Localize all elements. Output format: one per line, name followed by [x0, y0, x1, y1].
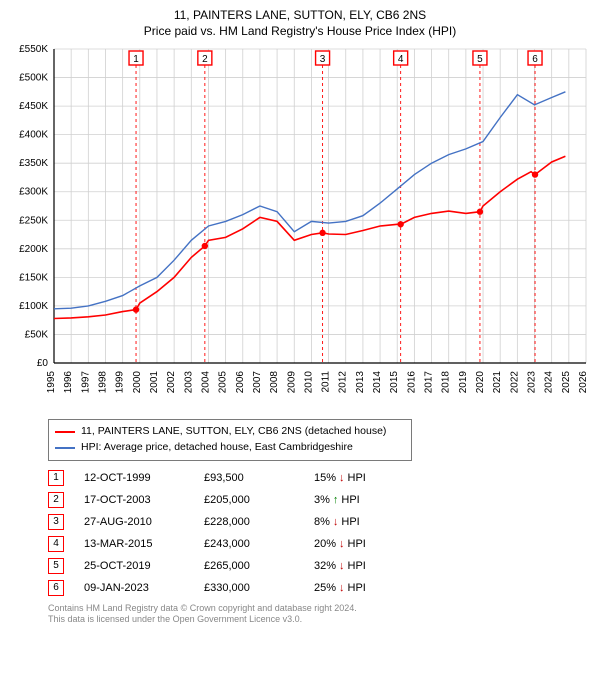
svg-text:2003: 2003 [183, 371, 194, 394]
svg-text:1996: 1996 [63, 371, 74, 394]
table-row: 3 27-AUG-2010£228,0008%↓HPI [48, 511, 592, 533]
svg-text:2007: 2007 [252, 371, 263, 394]
svg-text:2004: 2004 [200, 371, 211, 394]
svg-text:£500K: £500K [19, 73, 48, 84]
sale-date: 27-AUG-2010 [84, 516, 204, 528]
svg-text:6: 6 [532, 54, 538, 65]
svg-text:2021: 2021 [492, 371, 503, 394]
svg-text:2012: 2012 [338, 371, 349, 394]
arrow-down-icon: ↓ [339, 582, 345, 594]
sale-marker-icon: 4 [48, 536, 64, 552]
svg-text:2015: 2015 [389, 371, 400, 394]
footer-text: Contains HM Land Registry data © Crown c… [48, 603, 592, 626]
svg-text:£100K: £100K [19, 301, 48, 312]
sale-marker-icon: 2 [48, 492, 64, 508]
svg-text:2016: 2016 [406, 371, 417, 394]
legend-swatch-blue [55, 447, 75, 449]
svg-text:2017: 2017 [424, 371, 435, 394]
svg-text:£50K: £50K [25, 330, 49, 341]
svg-text:1997: 1997 [80, 371, 91, 394]
svg-text:2010: 2010 [303, 371, 314, 394]
svg-text:£550K: £550K [19, 44, 48, 55]
footer-line1: Contains HM Land Registry data © Crown c… [48, 603, 592, 615]
price-chart: £0 £50K £100K £150K £200K £250K £300K £350K £400… [8, 43, 592, 413]
svg-text:1998: 1998 [97, 371, 108, 394]
svg-text:2024: 2024 [544, 371, 555, 394]
sale-marker-icon: 6 [48, 580, 64, 596]
svg-text:£400K: £400K [19, 130, 48, 141]
sale-pct: 3%↑HPI [314, 494, 434, 506]
footer-line2: This data is licensed under the Open Gov… [48, 614, 592, 626]
legend-swatch-red [55, 431, 75, 433]
svg-text:2013: 2013 [355, 371, 366, 394]
sale-price: £243,000 [204, 538, 314, 550]
arrow-up-icon: ↑ [333, 494, 339, 506]
table-row: 5 25-OCT-2019£265,00032%↓HPI [48, 555, 592, 577]
svg-text:2023: 2023 [527, 371, 538, 394]
sale-pct: 32%↓HPI [314, 560, 434, 572]
arrow-down-icon: ↓ [339, 472, 345, 484]
svg-text:£350K: £350K [19, 158, 48, 169]
chart-legend: 11, PAINTERS LANE, SUTTON, ELY, CB6 2NS … [48, 419, 412, 461]
sale-date: 09-JAN-2023 [84, 582, 204, 594]
svg-text:2005: 2005 [218, 371, 229, 394]
svg-text:3: 3 [320, 54, 326, 65]
sale-marker-icon: 1 [48, 470, 64, 486]
svg-text:2009: 2009 [286, 371, 297, 394]
svg-text:1999: 1999 [115, 371, 126, 394]
svg-text:£250K: £250K [19, 215, 48, 226]
svg-text:1: 1 [133, 54, 139, 65]
sale-price: £330,000 [204, 582, 314, 594]
legend-label-series1: 11, PAINTERS LANE, SUTTON, ELY, CB6 2NS … [81, 424, 386, 440]
sale-date: 17-OCT-2003 [84, 494, 204, 506]
sale-price: £265,000 [204, 560, 314, 572]
svg-text:£200K: £200K [19, 244, 48, 255]
svg-text:2006: 2006 [235, 371, 246, 394]
sale-price: £205,000 [204, 494, 314, 506]
svg-text:2020: 2020 [475, 371, 486, 394]
svg-text:2026: 2026 [578, 371, 589, 394]
svg-text:£300K: £300K [19, 187, 48, 198]
table-row: 6 09-JAN-2023£330,00025%↓HPI [48, 577, 592, 599]
svg-text:5: 5 [477, 54, 483, 65]
svg-text:2019: 2019 [458, 371, 469, 394]
page-title-line1: 11, PAINTERS LANE, SUTTON, ELY, CB6 2NS [8, 8, 592, 24]
legend-label-series2: HPI: Average price, detached house, East… [81, 440, 353, 456]
svg-text:2008: 2008 [269, 371, 280, 394]
svg-text:£450K: £450K [19, 101, 48, 112]
arrow-down-icon: ↓ [333, 516, 339, 528]
svg-text:£150K: £150K [19, 273, 48, 284]
page-title-line2: Price paid vs. HM Land Registry's House … [8, 24, 592, 40]
sale-pct: 25%↓HPI [314, 582, 434, 594]
sale-date: 25-OCT-2019 [84, 560, 204, 572]
table-row: 4 13-MAR-2015£243,00020%↓HPI [48, 533, 592, 555]
svg-text:2018: 2018 [441, 371, 452, 394]
svg-text:2011: 2011 [321, 371, 332, 393]
svg-text:2014: 2014 [372, 371, 383, 394]
svg-text:2022: 2022 [509, 371, 520, 394]
svg-text:2002: 2002 [166, 371, 177, 394]
svg-text:£0: £0 [37, 358, 49, 369]
table-row: 2 17-OCT-2003£205,0003%↑HPI [48, 489, 592, 511]
svg-text:1995: 1995 [46, 371, 57, 394]
svg-text:2: 2 [202, 54, 208, 65]
sale-marker-icon: 3 [48, 514, 64, 530]
sale-marker-icon: 5 [48, 558, 64, 574]
sale-pct: 15%↓HPI [314, 472, 434, 484]
sale-pct: 8%↓HPI [314, 516, 434, 528]
sales-table: 112-OCT-1999£93,50015%↓HPI217-OCT-2003£2… [48, 467, 592, 599]
arrow-down-icon: ↓ [339, 560, 345, 572]
sale-date: 13-MAR-2015 [84, 538, 204, 550]
svg-text:2025: 2025 [561, 371, 572, 394]
sale-price: £228,000 [204, 516, 314, 528]
sale-date: 12-OCT-1999 [84, 472, 204, 484]
svg-text:2001: 2001 [149, 371, 160, 394]
svg-text:2000: 2000 [132, 371, 143, 394]
sale-pct: 20%↓HPI [314, 538, 434, 550]
arrow-down-icon: ↓ [339, 538, 345, 550]
table-row: 1 12-OCT-1999£93,50015%↓HPI [48, 467, 592, 489]
svg-text:4: 4 [398, 54, 404, 65]
sale-price: £93,500 [204, 472, 314, 484]
